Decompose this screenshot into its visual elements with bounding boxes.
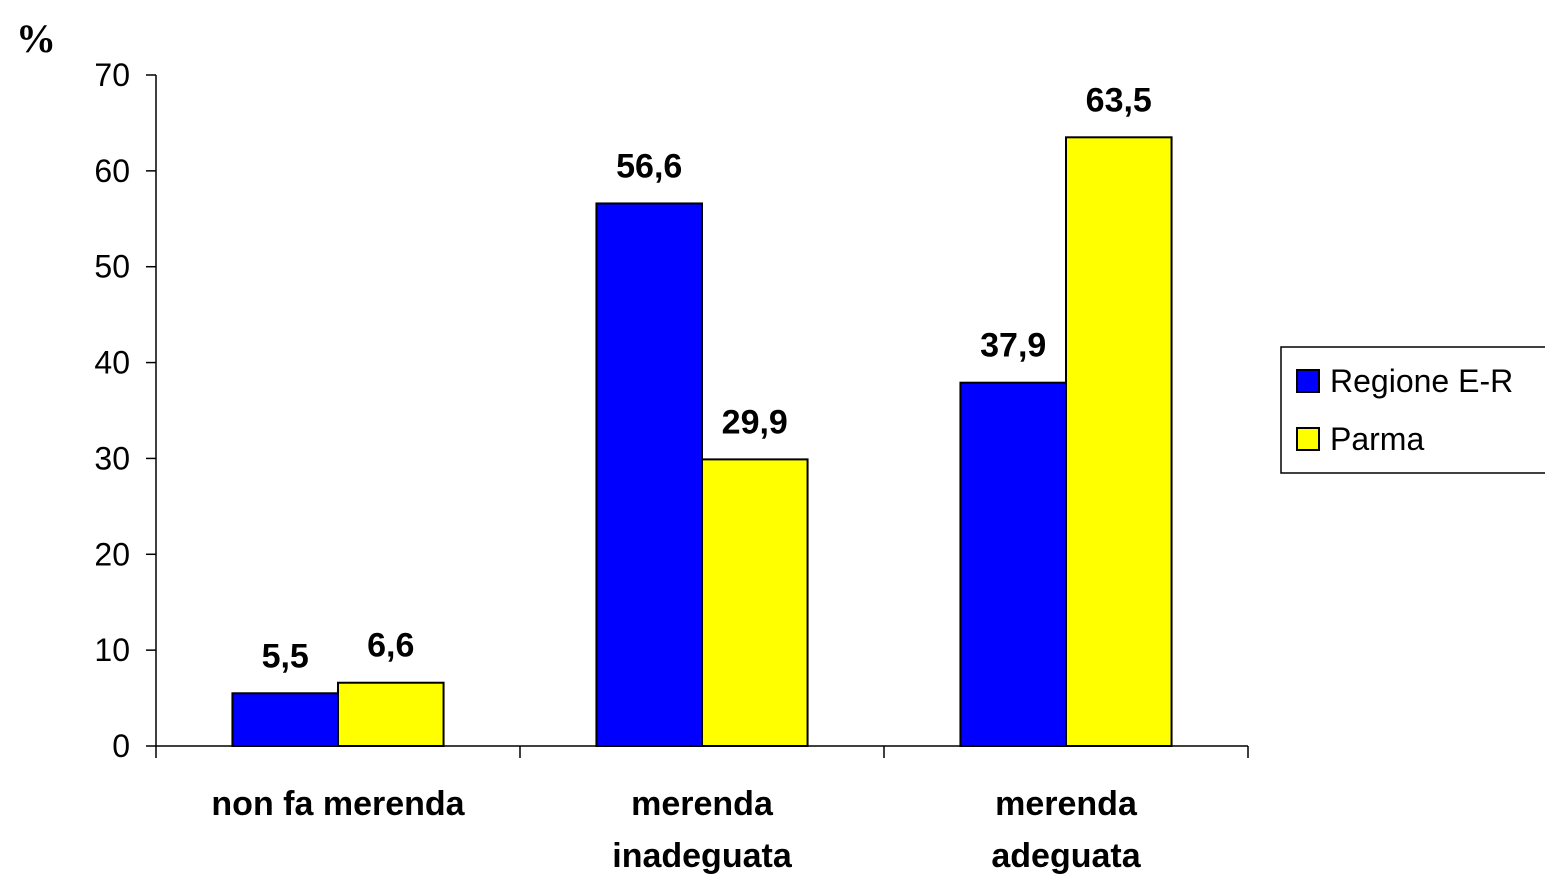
x-category-label: merenda <box>631 785 774 823</box>
data-label: 29,9 <box>722 403 788 441</box>
legend-swatch <box>1296 369 1320 393</box>
y-tick-label: 10 <box>94 632 130 668</box>
bar-parma-2 <box>1065 136 1173 748</box>
legend-label: Parma <box>1330 421 1424 457</box>
x-category-label: non fa merenda <box>211 785 465 823</box>
y-tick-label: 40 <box>94 345 130 381</box>
legend-label: Regione E-R <box>1330 363 1513 399</box>
x-category-label: inadeguata <box>612 837 793 874</box>
y-tick-label: 50 <box>94 249 130 285</box>
data-label: 63,5 <box>1086 81 1152 119</box>
data-label: 6,6 <box>367 627 414 665</box>
data-label: 56,6 <box>616 147 682 185</box>
data-label: 5,5 <box>262 637 309 675</box>
bar-parma-1 <box>701 458 809 747</box>
data-label: 37,9 <box>980 327 1046 365</box>
y-tick-label: 20 <box>94 536 130 572</box>
bar-parma-0 <box>337 681 445 748</box>
legend: Regione E-R Parma <box>1280 346 1545 474</box>
y-tick-label: 60 <box>94 153 130 189</box>
y-axis-unit-label: % <box>16 16 56 61</box>
x-category-label: adeguata <box>991 837 1141 874</box>
bar-regione-1 <box>595 202 703 748</box>
bars <box>231 136 1173 748</box>
y-tick-label: 70 <box>94 57 130 93</box>
legend-swatch <box>1296 427 1320 451</box>
axes: 0 10 20 30 40 50 60 70 <box>94 57 1249 764</box>
y-tick-label: 30 <box>94 440 130 476</box>
bar-regione-2 <box>959 381 1067 747</box>
data-labels: 5,5 6,6 56,6 29,9 37,9 63,5 <box>262 81 1152 675</box>
legend-box <box>1280 346 1545 474</box>
bar-regione-0 <box>231 692 339 747</box>
x-category-label: merenda <box>995 785 1138 823</box>
category-labels: non fa merenda merenda inadeguata merenda ad… <box>211 785 1141 874</box>
y-tick-label: 0 <box>112 728 130 764</box>
